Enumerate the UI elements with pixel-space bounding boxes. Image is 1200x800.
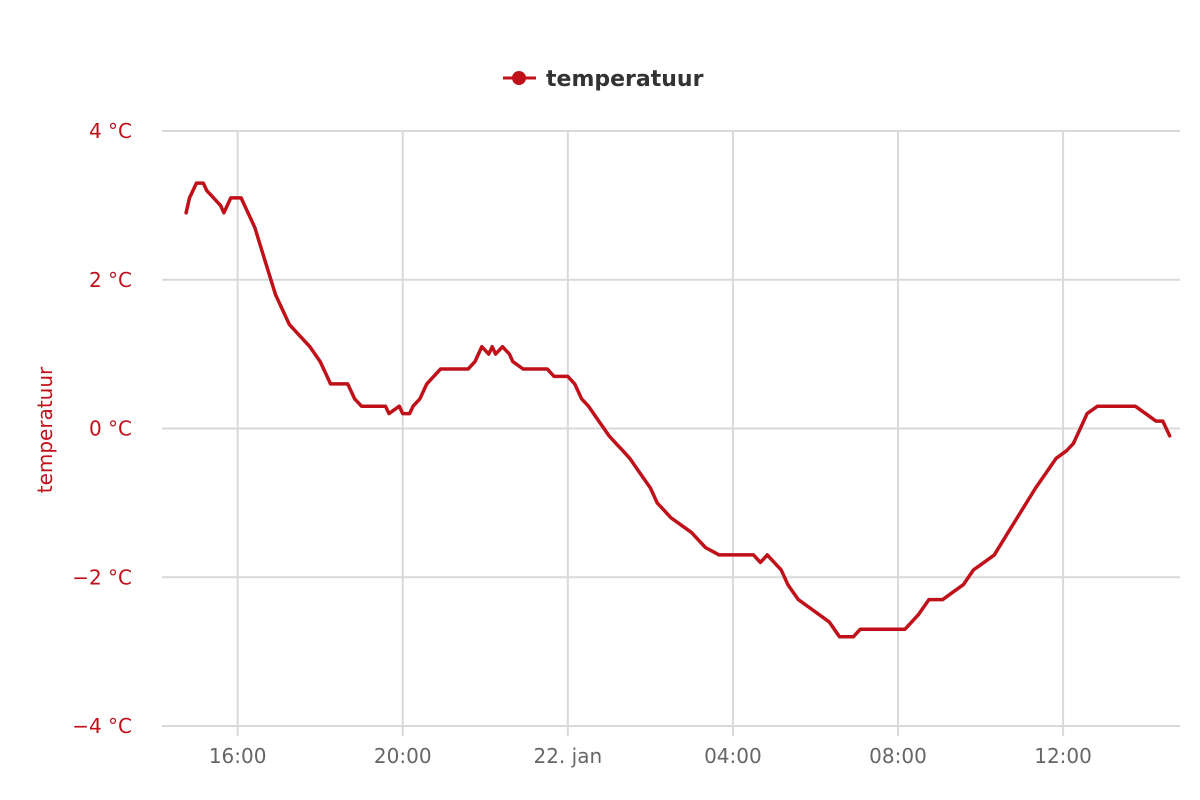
x-tick-label: 12:00 — [1034, 744, 1092, 768]
x-tick-label: 16:00 — [209, 744, 267, 768]
y-axis-title: temperatuur — [33, 366, 57, 493]
y-tick-label: −2 °C — [72, 565, 132, 589]
y-tick-label: 0 °C — [89, 417, 132, 441]
series-line-temperatuur[interactable] — [184, 181, 1172, 639]
x-tick-label: 20:00 — [374, 744, 432, 768]
legend[interactable]: temperatuur — [503, 67, 704, 92]
y-tick-label: 4 °C — [89, 119, 132, 143]
y-tick-label: 2 °C — [89, 268, 132, 292]
legend-dot-icon — [512, 71, 526, 85]
grid — [162, 130, 1180, 736]
series-layer — [184, 181, 1172, 639]
x-tick-label: 08:00 — [869, 744, 927, 768]
y-tick-label: −4 °C — [72, 714, 132, 738]
y-axis-ticks: 4 °C 2 °C 0 °C −2 °C −4 °C — [72, 119, 132, 738]
x-tick-label: 22. jan — [533, 744, 602, 768]
x-tick-label: 04:00 — [704, 744, 762, 768]
legend-label-temperatuur: temperatuur — [546, 67, 704, 92]
x-axis-ticks: 16:00 20:00 22. jan 04:00 08:00 12:00 — [209, 744, 1092, 768]
